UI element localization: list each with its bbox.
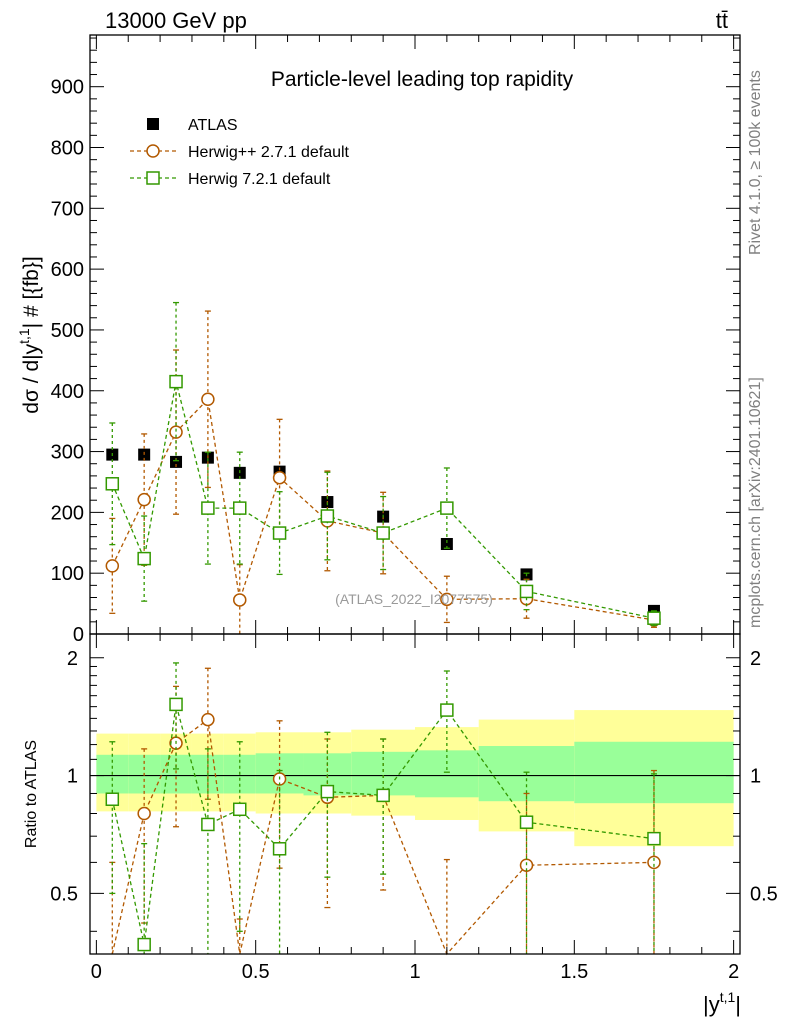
ratio-band-inner-bin [415, 750, 479, 798]
main-ytick-label: 600 [51, 259, 84, 281]
xlabel-sup: t,1 [720, 989, 736, 1005]
ratio-xtick-label: 0 [91, 961, 102, 983]
ratio-ytick-label: 2 [67, 648, 78, 670]
ratio-point-herwig7 [233, 802, 247, 817]
data-point-herwig7 [272, 526, 287, 540]
ratio-point-herwig7 [105, 792, 120, 806]
legend-marker-herwigpp [146, 144, 160, 158]
ratio-point-herwig7 [440, 703, 454, 717]
data-point-herwig7 [320, 509, 335, 523]
ratio-point-herwig7 [137, 937, 151, 952]
legend-label-herwig7: Herwig 7.2.1 default [188, 171, 331, 188]
rivet-version-label: Rivet 4.1.0, ≥ 100k events [747, 70, 764, 255]
ratio-point-herwig7 [376, 788, 390, 803]
ratio-xtick-label: 1 [409, 961, 420, 983]
legend-label-herwigpp: Herwig++ 2.7.1 default [188, 144, 350, 161]
main-ytick-label: 800 [51, 138, 84, 160]
ratio-point-herwig7 [519, 815, 534, 829]
legend-label-atlas: ATLAS [188, 117, 238, 134]
xlabel-tail: | [735, 992, 741, 1017]
ratio-ytick-label-right: 1 [750, 766, 761, 788]
main-ylabel-sup: t,1 [16, 328, 32, 344]
data-point-herwigpp [169, 425, 183, 439]
process-label: tt̄ [716, 8, 728, 33]
main-ylabel-tail: | # [{fb}] [20, 256, 43, 328]
main-ylabel: dσ / d|yt,1| # [{fb}] [16, 256, 43, 413]
data-point-herwig7 [519, 584, 534, 599]
ratio-series-herwig7 [105, 662, 661, 954]
ratio-point-herwig7 [169, 697, 183, 712]
main-ytick-label: 900 [51, 77, 84, 99]
main-panel: 0 100 200 300 400 500 600 700 800 900 Particle-le… [16, 34, 741, 646]
ratio-point-herwig7 [201, 817, 215, 832]
ratio-ytick-label: 1 [67, 766, 78, 788]
mcplots-label: mcplots.cern.ch [arXiv:2401.10621] [747, 377, 764, 628]
data-point-herwig7 [137, 551, 151, 566]
main-ytick-label: 200 [51, 502, 84, 524]
data-point-herwig7 [647, 611, 661, 625]
main-ytick-label: 0 [73, 624, 84, 646]
data-point-herwigpp [440, 592, 454, 607]
main-ytick-label: 700 [51, 198, 84, 220]
data-point-atlas [440, 537, 453, 550]
ratio-point-herwig7 [272, 842, 287, 856]
ratio-point-herwig7 [320, 784, 335, 799]
ratio-xtick-label: 1.5 [560, 961, 588, 983]
ratio-xtick-label: 0.5 [242, 961, 270, 983]
ratio-point-herwig7 [647, 831, 661, 846]
data-point-herwig7 [440, 501, 454, 515]
data-point-herwigpp [272, 470, 287, 485]
data-point-herwigpp [105, 559, 120, 573]
ratio-point-herwigpp [519, 858, 534, 872]
data-point-herwig7 [233, 501, 247, 515]
data-point-herwigpp [201, 392, 215, 407]
energy-label: 13000 GeV pp [105, 8, 247, 33]
series-herwig7 [105, 301, 661, 627]
data-point-herwig7 [376, 526, 390, 540]
ratio-point-herwigpp [647, 855, 661, 870]
main-ytick-label: 500 [51, 320, 84, 342]
data-point-herwig7 [169, 374, 183, 389]
ratio-line-herwigpp [111, 718, 654, 956]
ratio-ytick-label: 0.5 [50, 883, 78, 905]
data-point-herwig7 [201, 501, 215, 515]
series-herwigpp [105, 310, 661, 634]
ratio-ytick-label-right: 2 [750, 648, 761, 670]
ratio-xlabel: |yt,1| [703, 989, 741, 1017]
legend: ATLAS Herwig++ 2.7.1 default Herwig 7.2.1 … [130, 117, 350, 188]
xlabel-main: |y [703, 992, 720, 1017]
ratio-line-herwig7 [111, 704, 655, 945]
ratio-ytick-label-right: 0.5 [750, 883, 778, 905]
ratio-point-herwigpp [137, 806, 151, 821]
main-ylabel-main: dσ / d|y [20, 343, 43, 413]
analysis-watermark: (ATLAS_2022_I2077575) [335, 591, 493, 607]
main-ytick-label: 300 [51, 442, 84, 464]
main-ytick-label: 100 [51, 563, 84, 585]
main-ytick-label: 400 [51, 381, 84, 403]
data-point-herwig7 [105, 477, 120, 491]
legend-marker-herwig7 [146, 171, 160, 185]
ratio-xtick-label: 2 [728, 961, 739, 983]
data-point-herwigpp [233, 593, 247, 607]
ratio-panel: 0.5 0.5 1 1 2 2 0 0.5 1 1.5 2 Ratio to ATLAS |yt,1… [23, 633, 778, 1017]
main-title: Particle-level leading top rapidity [271, 68, 574, 91]
data-point-atlas [170, 455, 183, 468]
data-point-herwigpp [137, 492, 151, 507]
ratio-point-herwigpp [201, 712, 215, 727]
legend-marker-atlas [147, 118, 159, 130]
ratio-ylabel: Ratio to ATLAS [23, 740, 40, 848]
